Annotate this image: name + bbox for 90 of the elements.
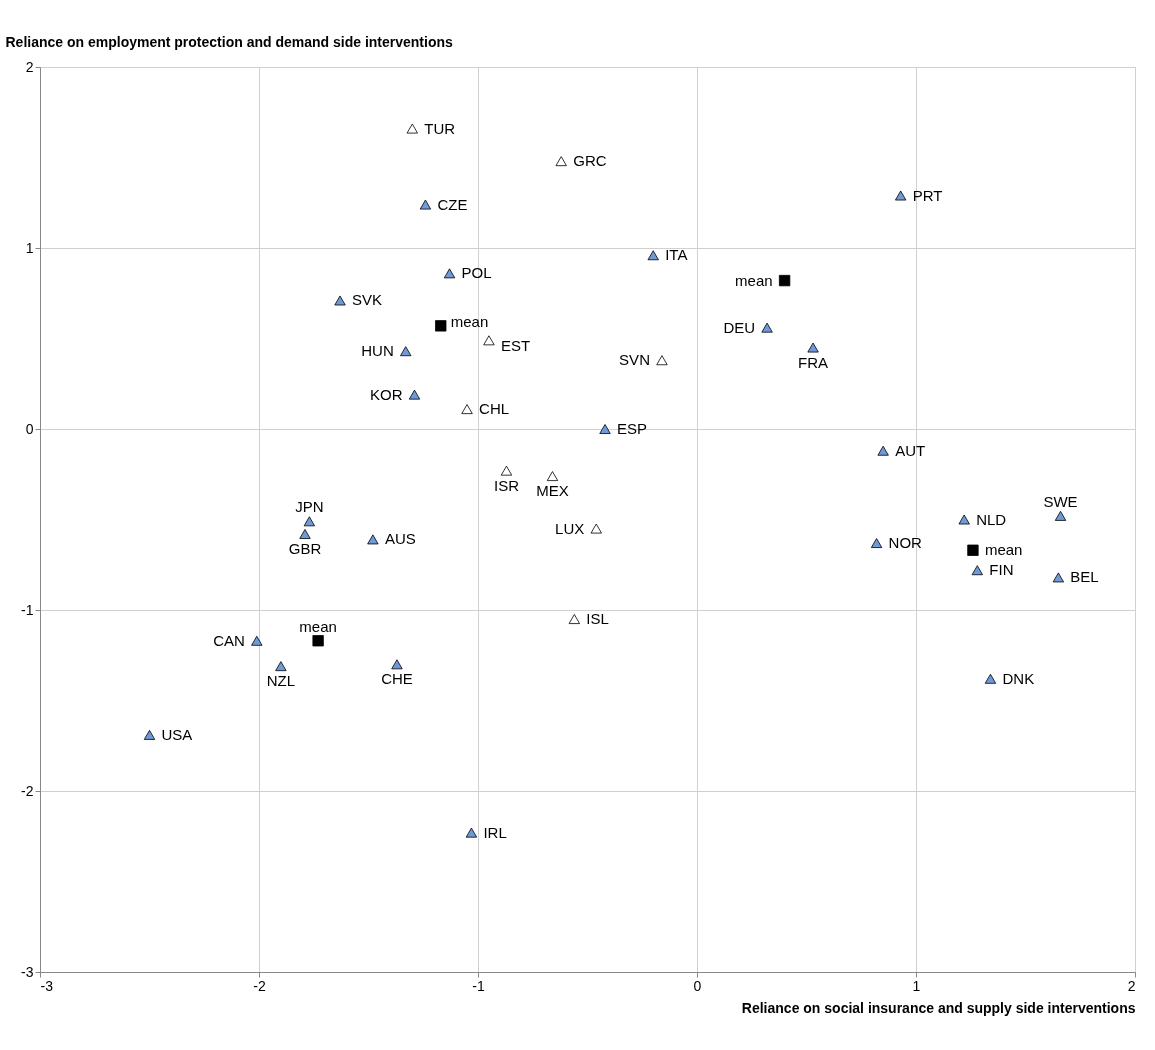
annotation: ISL	[586, 610, 609, 628]
point	[406, 123, 418, 134]
annotation: SWE	[1043, 492, 1078, 510]
x-tick-label: -1	[472, 977, 485, 994]
y-tick-label: 0	[25, 420, 34, 437]
y-tick-label: -3	[21, 963, 34, 980]
annotation: IRL	[483, 823, 507, 841]
x-tick-label: 0	[693, 977, 702, 994]
annotation: mean	[984, 541, 1023, 559]
annotation: SVK	[352, 291, 383, 309]
point	[299, 529, 311, 539]
point	[465, 827, 478, 838]
y-tick-label: -1	[21, 601, 34, 618]
x-tick-label: 1	[912, 977, 921, 994]
y-tick-label: 2	[25, 58, 34, 75]
point	[647, 250, 659, 261]
point	[435, 320, 447, 332]
annotation: CHL	[479, 400, 510, 418]
point	[656, 355, 668, 366]
point	[461, 404, 473, 415]
annotation: LUX	[555, 519, 585, 537]
annotation: JPN	[295, 498, 324, 516]
point	[143, 729, 156, 740]
point	[877, 445, 889, 456]
point	[443, 268, 456, 279]
annotation: GRC	[573, 152, 607, 170]
point	[971, 565, 983, 576]
x-axis-title: Reliance on social insurance and supply side interventions	[741, 999, 1136, 1016]
x-tick-label: -2	[253, 977, 266, 994]
annotation: AUT	[895, 441, 926, 459]
annotation: HUN	[361, 342, 394, 360]
y-tick-label: -2	[21, 782, 34, 799]
annotation: NOR	[888, 534, 923, 552]
annotation: KOR	[369, 385, 403, 403]
point	[334, 295, 346, 306]
point	[400, 346, 412, 357]
annotation: mean	[735, 271, 773, 289]
point	[599, 424, 611, 434]
point	[312, 635, 324, 647]
annotation: TUR	[424, 119, 456, 137]
point	[391, 659, 403, 670]
annotation: POL	[461, 264, 492, 282]
annotation: BEL	[1070, 568, 1099, 586]
point	[483, 335, 495, 346]
point	[984, 673, 997, 684]
annotation: EST	[500, 337, 531, 355]
annotation: CZE	[437, 195, 468, 213]
annotation: PRT	[912, 186, 943, 204]
annotation: AUS	[384, 530, 416, 548]
annotation: SVN	[619, 351, 650, 369]
point	[419, 199, 432, 210]
point	[590, 523, 602, 534]
point	[761, 322, 773, 333]
annotation: DEU	[723, 318, 756, 336]
annotation: ISR	[493, 476, 520, 494]
annotation: FRA	[798, 353, 829, 371]
point	[275, 661, 287, 672]
annotation: CAN	[213, 631, 245, 649]
annotation: NZL	[266, 672, 296, 690]
point	[303, 516, 316, 527]
point	[367, 534, 379, 545]
point	[967, 544, 979, 556]
point	[408, 389, 421, 400]
x-tick-label: -3	[40, 977, 54, 994]
y-tick-label: 1	[25, 239, 34, 256]
point	[251, 635, 263, 646]
annotation: FIN	[989, 561, 1014, 579]
annotation: mean	[299, 617, 337, 635]
annotation: MEX	[536, 482, 569, 500]
point	[958, 514, 970, 525]
point	[500, 465, 513, 476]
annotation: ITA	[665, 246, 688, 264]
point	[778, 274, 791, 287]
y-axis-title: Reliance on employment protection and demand side interventions	[5, 33, 454, 50]
annotation: NLD	[976, 510, 1007, 528]
annotation: mean	[450, 312, 489, 330]
annotation: ESP	[617, 420, 648, 437]
point	[568, 614, 580, 624]
point	[546, 471, 559, 481]
annotation: DNK	[1002, 669, 1035, 687]
annotation: GBR	[288, 539, 322, 557]
annotation: USA	[161, 725, 193, 743]
point	[895, 190, 907, 201]
annotation: CHE	[381, 670, 413, 688]
point	[870, 538, 883, 548]
point	[807, 342, 819, 353]
point	[1052, 572, 1064, 583]
point	[555, 156, 567, 167]
point	[1054, 510, 1067, 521]
x-tick-label: 2	[1127, 977, 1136, 994]
